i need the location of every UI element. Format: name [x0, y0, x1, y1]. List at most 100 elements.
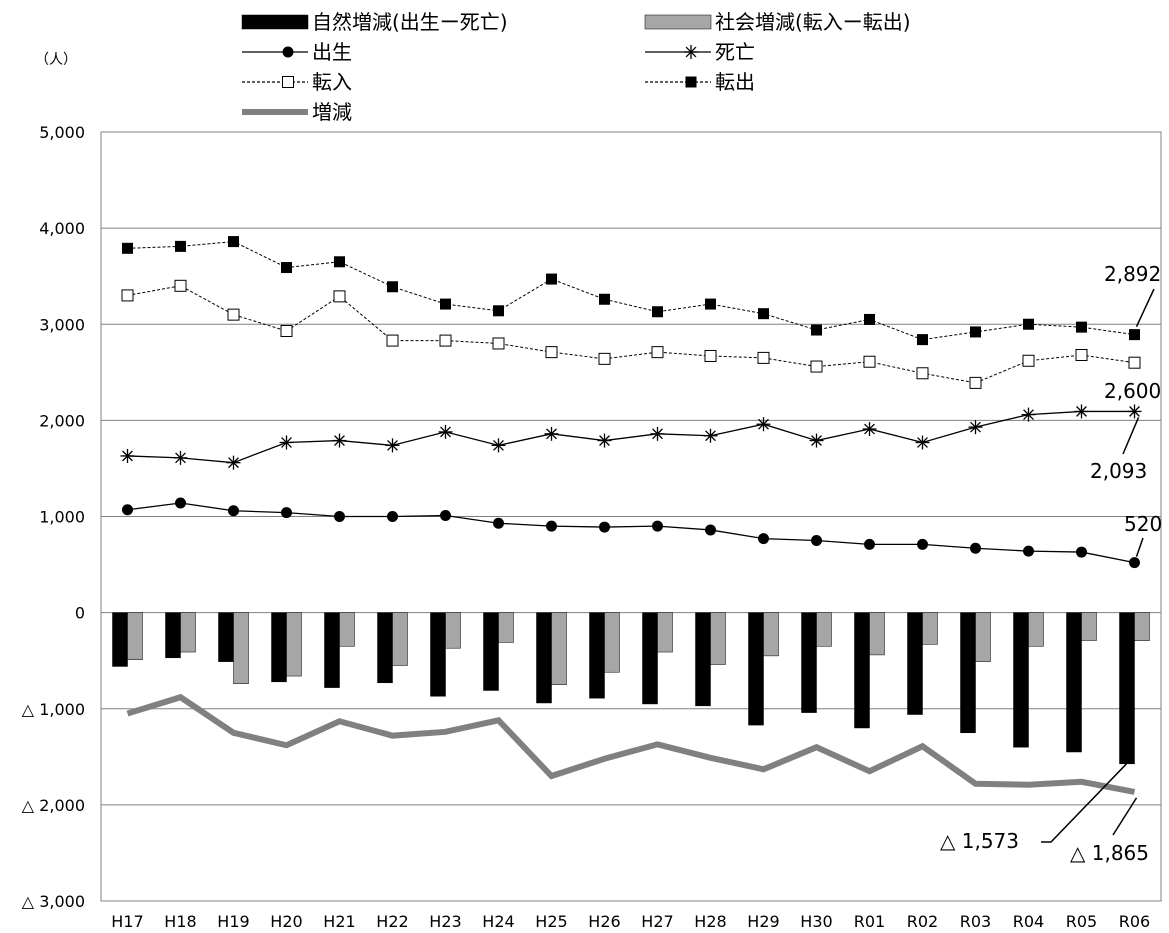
deaths-point: [279, 435, 294, 450]
move-out-point: [1076, 321, 1087, 333]
move-in-point: [280, 324, 293, 337]
legend-label: 社会増減(転入ー転出): [715, 10, 911, 34]
births-point: [652, 520, 663, 532]
x-tick-label: R02: [907, 912, 938, 931]
move-in-point: [492, 337, 505, 350]
births-point: [175, 497, 186, 509]
deaths-point: [226, 455, 241, 470]
legend-swatch: [644, 14, 712, 30]
bar-social: [1134, 612, 1150, 641]
bar-natural: [483, 612, 499, 691]
y-tick-label: 5,000: [39, 123, 85, 142]
births-line: [127, 502, 1135, 564]
annotation-leader: [1122, 417, 1140, 455]
bar-natural: [748, 612, 764, 726]
move-out-point: [175, 240, 186, 252]
bar-natural: [112, 612, 128, 667]
legend-marker: [684, 45, 698, 59]
y-unit-label: （人）: [35, 52, 77, 68]
y-tick-label: △ 3,000: [22, 892, 85, 911]
bar-social: [657, 612, 673, 653]
move-out-point: [705, 298, 716, 310]
deaths-point: [438, 424, 453, 439]
bar-social: [816, 612, 832, 647]
move-in-point: [1128, 356, 1141, 369]
x-tick-label: H29: [747, 912, 779, 931]
deaths-point: [862, 422, 877, 437]
x-tick-label: H27: [641, 912, 673, 931]
y-tick-label: △ 2,000: [22, 796, 85, 815]
births-point: [493, 517, 504, 529]
y-tick-label: 4,000: [39, 219, 85, 238]
move-in-point: [704, 349, 717, 362]
births-point: [122, 504, 133, 516]
annotation-leader: [1112, 797, 1138, 836]
move-out-point: [970, 326, 981, 338]
x-tick-label: H23: [429, 912, 461, 931]
bar-social: [233, 612, 249, 685]
bar-social: [498, 612, 514, 643]
deaths-point: [120, 448, 135, 463]
births-point: [917, 538, 928, 550]
bar-social: [127, 612, 143, 660]
x-tick-label: H20: [270, 912, 302, 931]
move-out-point: [228, 236, 239, 248]
births-point: [1129, 557, 1140, 569]
legend-label: 増減: [312, 100, 352, 124]
move-in-point: [333, 290, 346, 303]
x-tick-label: H21: [323, 912, 355, 931]
births-point: [387, 511, 398, 522]
bar-natural: [1119, 612, 1135, 765]
bar-social: [710, 612, 726, 665]
x-tick-label: H30: [800, 912, 832, 931]
legend-swatch: [241, 14, 309, 30]
legend-item: 増減: [242, 100, 352, 124]
data-annotation: 2,600: [1104, 379, 1161, 403]
annotation-leader: [1041, 763, 1128, 843]
legend-label: 自然増減(出生ー死亡): [312, 10, 508, 34]
move-in-point: [227, 308, 240, 321]
legend-item: 社会増減(転入ー転出): [644, 10, 911, 34]
move-in-point: [969, 376, 982, 389]
move-in-point: [810, 360, 823, 373]
deaths-point: [1127, 404, 1142, 419]
births-point: [599, 521, 610, 533]
bar-social: [1028, 612, 1044, 647]
deaths-point: [544, 426, 559, 441]
x-tick-label: R04: [1013, 912, 1044, 931]
bar-social: [922, 612, 938, 645]
bar-natural: [642, 612, 658, 705]
data-annotation: △ 1,573: [940, 763, 1128, 853]
bar-natural: [165, 612, 181, 659]
bar-natural: [1066, 612, 1082, 753]
y-tick-label: △ 1,000: [22, 700, 85, 719]
move-in-point: [1075, 349, 1088, 362]
move-out-point: [440, 298, 451, 310]
births-point: [705, 524, 716, 536]
move-in-point: [651, 346, 664, 359]
legend-item: 出生: [242, 40, 352, 64]
move-out-point: [599, 293, 610, 305]
move-out-point: [493, 305, 504, 317]
bar-natural: [430, 612, 446, 697]
move-in-point: [121, 289, 134, 302]
bar-natural: [271, 612, 287, 683]
bar-social: [445, 612, 461, 649]
data-annotation: △ 1,865: [1070, 797, 1149, 865]
move-out-point: [811, 324, 822, 336]
bar-natural: [324, 612, 340, 688]
data-annotation: 2,892: [1104, 262, 1161, 327]
deaths-point: [915, 435, 930, 450]
bar-social: [869, 612, 885, 656]
births-point: [811, 535, 822, 547]
x-tick-label: H17: [111, 912, 143, 931]
deaths-point: [385, 438, 400, 453]
legend-label: 出生: [312, 40, 352, 64]
bar-natural: [854, 612, 870, 729]
move-in-point: [545, 346, 558, 359]
bar-social: [975, 612, 991, 662]
bar-natural: [907, 612, 923, 715]
x-tick-label: H22: [376, 912, 408, 931]
deaths-point: [1021, 407, 1036, 422]
legend-item: 転入: [242, 70, 352, 94]
